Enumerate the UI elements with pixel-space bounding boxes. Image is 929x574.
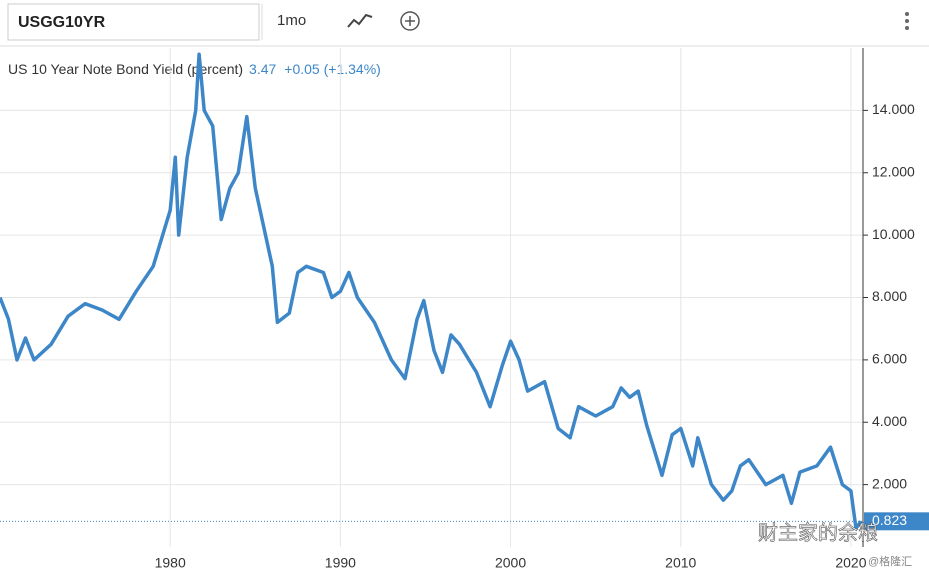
x-tick-label: 2000 <box>495 555 526 571</box>
y-tick-label: 12.000 <box>872 163 915 179</box>
watermark: 财主家的余粮 <box>758 521 878 544</box>
line-series <box>0 52 863 531</box>
y-tick-label: 14.000 <box>872 101 915 117</box>
title: US 10 Year Note Bond Yield (percent) <box>8 61 243 77</box>
chart-type-icon[interactable] <box>347 13 373 28</box>
y-tick-label: 6.000 <box>872 351 907 367</box>
y-tick-label: 2.000 <box>872 475 907 491</box>
add-icon[interactable] <box>400 11 420 31</box>
last-value-label: 0.823 <box>872 512 907 528</box>
last-price: 3.47 <box>249 61 276 77</box>
y-tick-label: 10.000 <box>872 226 915 242</box>
y-tick-label: 4.000 <box>872 413 907 429</box>
ticker-input[interactable] <box>7 3 260 41</box>
menu-icon[interactable] <box>905 12 909 30</box>
x-tick-label: 1990 <box>325 555 356 571</box>
change: +0.05 (+1.34%) <box>284 61 381 77</box>
chart-title: US 10 Year Note Bond Yield (percent) 3.47… <box>8 61 381 77</box>
y-tick-label: 8.000 <box>872 288 907 304</box>
x-tick-label: 1980 <box>155 555 186 571</box>
x-tick-label: 2010 <box>665 555 696 571</box>
x-tick-label: 2020 <box>835 555 866 571</box>
last-value-box <box>864 512 929 531</box>
period-button[interactable]: 1mo <box>277 12 306 29</box>
ticker: USGG10YR <box>18 14 106 31</box>
watermark-sub: @格隆汇 <box>868 554 912 568</box>
